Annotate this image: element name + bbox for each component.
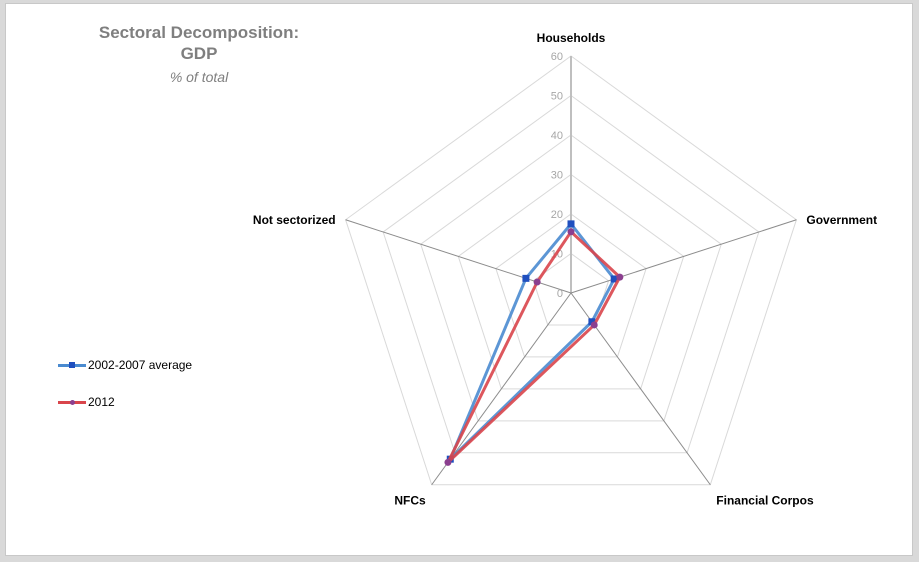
legend-item-series-1: 2002-2007 average (58, 358, 192, 372)
grid-ring (345, 55, 797, 486)
category-label: Financial Corpos (716, 494, 814, 508)
series-line-1 (448, 222, 616, 461)
data-marker-circle (590, 321, 598, 329)
chart-subtitle: % of total (169, 69, 229, 85)
chart-title: Sectoral Decomposition: GDP (68, 22, 330, 64)
data-marker-circle (616, 273, 624, 281)
grid-ring (420, 134, 722, 422)
category-label: Government (806, 213, 877, 227)
data-marker-circle (533, 278, 541, 286)
grid-ring (495, 213, 647, 358)
legend-label: 2012 (88, 395, 115, 409)
radial-tick-label: 30 (551, 170, 563, 182)
legend-swatch-red-circle-icon (58, 396, 86, 408)
data-marker-square (522, 274, 530, 282)
data-marker-circle (444, 458, 452, 466)
axis-spoke (570, 219, 797, 294)
radial-tick-label: 0 (557, 288, 563, 300)
data-marker-square (588, 318, 596, 326)
legend-swatch-blue-square-icon (58, 359, 86, 371)
chart-frame (5, 3, 913, 556)
data-marker-square (567, 220, 575, 228)
legend-label: 2002-2007 average (88, 358, 193, 372)
grid-ring (382, 94, 760, 454)
category-label: Households (537, 31, 606, 45)
series-line-2 (446, 230, 622, 464)
legend-item-series-2: 2012 (58, 395, 115, 409)
data-marker-square (610, 275, 618, 283)
category-label: NFCs (394, 494, 426, 508)
radial-tick-label: 20 (551, 209, 563, 221)
grid-ring (457, 173, 685, 390)
data-marker-circle (567, 228, 575, 236)
radial-tick-label: 50 (551, 91, 563, 103)
category-label: Not sectorized (253, 213, 336, 227)
chart-title-line-2: GDP (180, 44, 218, 63)
axis-spoke (345, 219, 572, 294)
chart-title-line-1: Sectoral Decomposition: (98, 23, 300, 42)
radial-tick-label: 40 (551, 130, 563, 142)
radial-tick-label: 60 (551, 51, 563, 63)
